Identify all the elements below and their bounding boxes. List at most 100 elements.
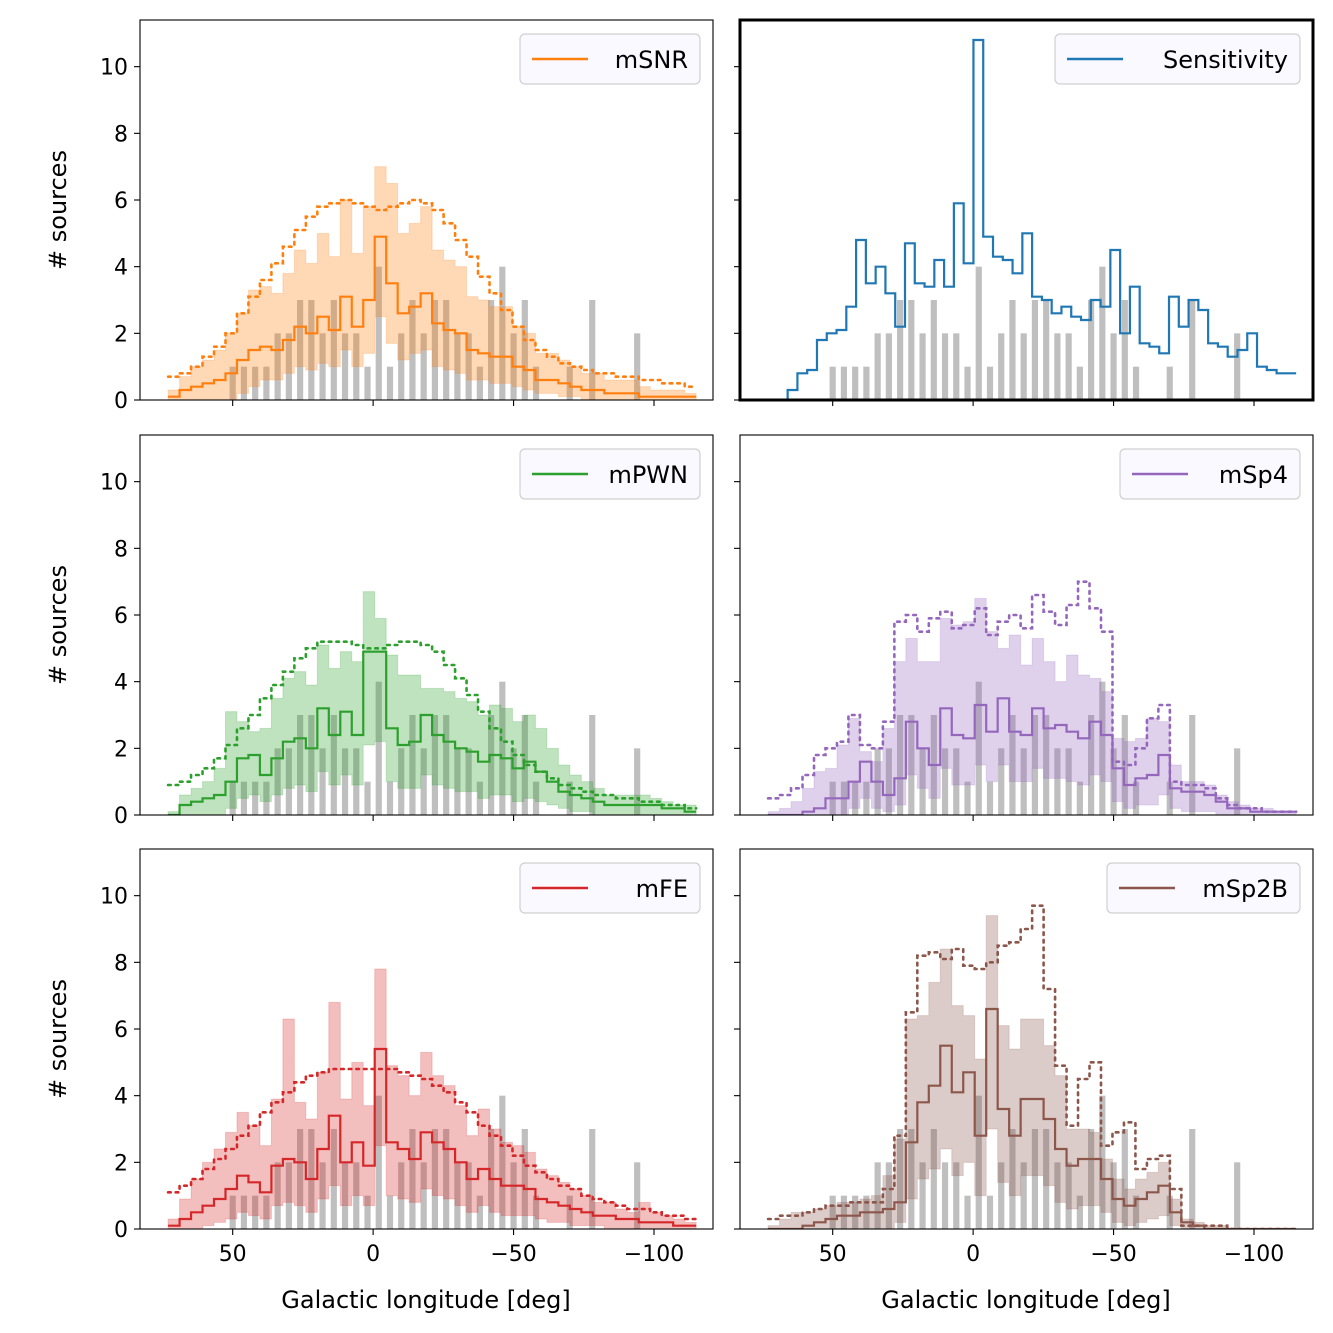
observed-bar [953,333,960,400]
observed-bar [1065,333,1072,400]
observed-bar [1166,781,1173,815]
observed-bar [409,1129,416,1229]
panel-grid: 0 2 4 6 8 10 # sources mSNR Sensitivity 0 2 4 6 8 10 # … [44,18,1315,1267]
observed-bar [589,300,596,400]
panel-msp2b: 50 0 −50 −100 mSp2B [734,848,1314,1267]
observed-bar [1088,715,1095,815]
axes-frame [139,848,714,1230]
x-tick-label: 0 [966,1242,980,1267]
median-line [168,235,697,398]
observed-bar [431,1129,439,1229]
observed-bar [919,333,926,400]
y-tick-label: 8 [114,951,128,976]
legend-box [1054,33,1301,85]
uncertainty-band [167,968,697,1229]
plot-area [768,38,1297,400]
median-line [168,1047,697,1227]
observed-bar [975,681,982,815]
observed-bar [964,781,971,815]
legend-label: mSp2B [1202,875,1288,903]
observed-bar [386,781,394,815]
observed-bar [897,300,904,400]
observed-bar [1020,748,1027,815]
observed-bar [375,266,382,400]
observed-bar [409,715,416,815]
observed-bar [1132,366,1140,400]
x-tick-label: −50 [490,1242,536,1267]
observed-bar [240,781,248,815]
observed-bar [897,715,904,815]
observed-bar [330,300,337,400]
observed-bar [454,333,461,400]
observed-bar [398,333,405,400]
observed-bar [941,748,949,815]
observed-bar [364,1195,371,1229]
observed-bar [975,266,982,400]
uncertainty-band [167,591,697,815]
observed-bar [1132,1195,1140,1229]
y-tick-label: 8 [114,537,128,562]
observed-bar [499,266,506,400]
observed-bar [476,781,483,815]
plot-area [766,904,1298,1229]
observed-bar [476,366,483,400]
legend-label: Sensitivity [1163,46,1288,74]
observed-bar [319,1162,326,1229]
y-tick-label: 10 [100,885,128,910]
observed-bar [908,715,915,815]
y-axis-label: # sources [44,150,72,270]
observed-bar [364,781,371,815]
panel-sensitivity: Sensitivity [734,18,1315,406]
observed-bar [330,715,337,815]
plot-area [166,968,698,1229]
x-tick-label: 50 [219,1242,247,1267]
observed-bar [1234,1162,1241,1229]
uncertainty-band [167,166,697,400]
observed-bar [1234,748,1241,815]
observed-bar [409,300,416,400]
observed-bar [1043,715,1050,815]
observed-bar [634,333,641,400]
observed-bar [229,781,236,815]
observed-bar [863,366,870,400]
observed-bar [1009,300,1016,400]
y-tick-label: 10 [100,471,128,496]
observed-bar [431,300,439,400]
observed-bar [885,333,892,400]
y-tick-label: 4 [114,1085,128,1110]
observed-bar [1020,333,1027,400]
legend-label: mSNR [615,46,688,74]
panel-msnr: 0 2 4 6 8 10 # sources mSNR [44,19,714,414]
observed-bar [953,748,960,815]
y-tick-label: 6 [114,604,128,629]
observed-bar [1189,1129,1196,1229]
y-tick-label: 2 [114,1151,128,1176]
uncertainty-band [767,597,1297,815]
model-line [166,198,698,388]
x-tick-label: 50 [819,1242,847,1267]
observed-bar [375,681,382,815]
observed-bar [341,333,349,400]
y-axis-label: # sources [44,979,72,1099]
observed-bar [319,748,326,815]
observed-bar [443,300,450,400]
observed-bar [285,1162,292,1229]
x-axis-labels: Galactic longitude [deg] Galactic longit… [281,1286,1170,1314]
observed-bar [297,715,304,815]
observed-bar [1076,366,1083,400]
observed-bar [510,748,517,815]
observed-bar [532,1195,540,1229]
observed-bar [840,366,848,400]
observed-bar [589,1129,596,1229]
axes-frame [739,434,1314,816]
observed-bar [431,715,439,815]
observed-bar [420,1162,427,1229]
legend: mSp4 [1119,448,1301,500]
axes-frame [139,434,714,816]
observed-bar [488,715,495,815]
observed-bar [1020,1162,1027,1229]
observed-bar [398,1162,405,1229]
legend-label: mSp4 [1219,461,1288,489]
observed-bar [852,781,859,815]
